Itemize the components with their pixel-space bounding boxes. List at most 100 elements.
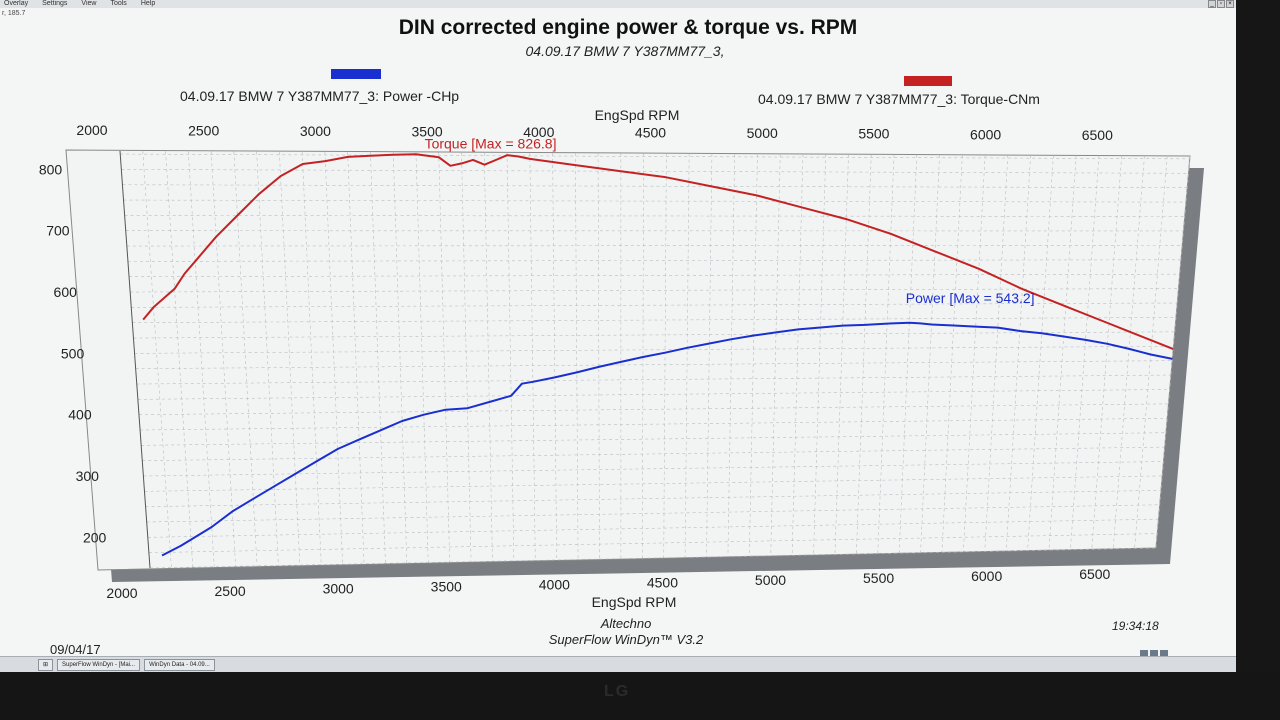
grid-line-v <box>856 154 872 554</box>
grid-line-h <box>148 533 1158 553</box>
grid-line-h <box>121 169 1189 174</box>
menu-item-settings[interactable]: Settings <box>42 0 68 7</box>
torque-line <box>142 153 1174 351</box>
y-tick-label: 700 <box>46 223 70 239</box>
x-tick-label: 2000 <box>106 585 137 601</box>
close-icon[interactable]: × <box>1226 0 1234 8</box>
torque-max-annotation: Torque [Max = 826.8] <box>425 135 557 151</box>
tray-language-icon[interactable] <box>1160 650 1168 656</box>
grid-line-v <box>1027 155 1054 551</box>
grid-line-v <box>898 154 918 554</box>
tray-volume-icon[interactable] <box>1150 650 1158 656</box>
start-button[interactable]: ⊞ <box>38 658 54 671</box>
menu-item-overlay[interactable]: Overlay <box>4 0 29 7</box>
grid-line-v <box>279 151 301 566</box>
grid-line-v <box>506 152 515 561</box>
grid-line-h <box>127 259 1182 262</box>
grid-line-v <box>1005 155 1031 551</box>
restore-icon[interactable]: ▫ <box>1217 0 1225 8</box>
taskbar-item-windyn-main[interactable]: SuperFlow WinDyn - [Mai... <box>57 658 141 671</box>
grid-line-h <box>141 432 1167 446</box>
monitor-logo: LG <box>604 683 631 700</box>
monitor-bezel-bottom <box>0 672 1280 720</box>
grid-line-h <box>129 273 1180 278</box>
grid-line-v <box>770 154 781 556</box>
grid-line-v <box>597 153 600 560</box>
legend-swatch-power <box>331 69 381 79</box>
grid-line-h <box>124 215 1185 217</box>
grid-line-h <box>145 490 1162 507</box>
grid-line-v <box>461 152 472 562</box>
x-tick-label-top: 5500 <box>858 126 889 142</box>
grid-line-h <box>120 153 1190 160</box>
x-axis-label-top: EngSpd RPM <box>595 107 680 123</box>
grid-line-v <box>347 152 365 564</box>
y-tick-label: 600 <box>54 284 78 300</box>
power-line <box>161 321 1173 557</box>
grid-line-v <box>813 154 827 555</box>
taskbar: ⊞ SuperFlow WinDyn - [Mai... WinDyn Data… <box>0 656 1240 672</box>
grid-line-v <box>301 151 322 565</box>
monitor-screen: Overlay Settings View Tools Help _ ▫ × r… <box>0 0 1240 672</box>
grid-line-v <box>438 152 450 563</box>
chart-subtitle: 04.09.17 BMW 7 Y387MM77_3, <box>526 43 725 59</box>
grid-line-v <box>415 152 429 563</box>
x-tick-label: 2500 <box>215 583 246 599</box>
x-tick-label-top: 5000 <box>747 125 778 141</box>
grid-line-v <box>392 152 408 563</box>
legend-swatch-torque <box>904 76 952 86</box>
x-tick-label: 6500 <box>1079 566 1110 582</box>
y-tick-label: 200 <box>83 529 107 545</box>
grid-line-h <box>146 504 1160 523</box>
x-tick-label: 4000 <box>539 576 570 592</box>
y-tick-label: 400 <box>68 407 92 423</box>
x-tick-label: 4500 <box>647 574 678 590</box>
x-tick-label-top: 4500 <box>635 125 666 141</box>
series-group <box>142 153 1174 557</box>
grid-line-h <box>134 345 1174 354</box>
grid-line-v <box>483 152 493 562</box>
menu-item-help[interactable]: Help <box>140 0 156 7</box>
taskbar-item-windyn-data[interactable]: WinDyn Data - 04.09... <box>144 658 215 671</box>
grid-line-v <box>552 153 557 560</box>
x-tick-label-top: 4000 <box>523 124 554 140</box>
grid-line-v <box>963 155 986 552</box>
legend-entry-torque: 04.09.17 BMW 7 Y387MM77_3: Torque-CNm <box>758 91 1040 107</box>
x-tick-label-top: 2500 <box>188 123 219 139</box>
grid-line-v <box>575 153 579 560</box>
grid-line-v <box>370 152 386 564</box>
x-axis-label: EngSpd RPM <box>592 594 677 610</box>
grid-line-v <box>877 154 895 554</box>
x-tick-label: 3500 <box>431 579 462 595</box>
grid-line-v <box>663 153 667 558</box>
grid-line-v <box>984 155 1009 552</box>
grid-line-h <box>136 374 1172 385</box>
minimize-icon[interactable]: _ <box>1208 0 1216 8</box>
system-tray <box>1140 650 1168 656</box>
coordinate-readout: r, 185.7 <box>2 10 26 17</box>
grid-line-v <box>941 154 963 553</box>
grid-line-h <box>142 446 1165 461</box>
window-controls: _ ▫ × <box>1208 0 1234 8</box>
menu-item-view[interactable]: View <box>81 0 97 7</box>
y-tick-label: 800 <box>39 161 63 177</box>
legend-entry-power: 04.09.17 BMW 7 Y387MM77_3: Power -CHp <box>180 88 459 104</box>
grid-line-h <box>126 245 1183 247</box>
x-tick-label-top: 6000 <box>970 126 1001 142</box>
y-tick-label: 300 <box>76 468 100 484</box>
grid-line-v <box>920 154 940 553</box>
x-tick-label-top: 3000 <box>300 123 331 139</box>
grid-line-v <box>727 153 735 557</box>
grid-line-v <box>791 154 804 556</box>
x-tick-label: 6000 <box>971 568 1002 584</box>
y-tick-label: 500 <box>61 345 85 361</box>
x-tick-label-top: 3500 <box>412 124 443 140</box>
menu-item-tools[interactable]: Tools <box>110 0 127 7</box>
grid-line-v <box>529 152 536 561</box>
tray-network-icon[interactable] <box>1140 650 1148 656</box>
grid-line-h <box>131 302 1178 308</box>
x-tick-label-top: 6500 <box>1082 127 1113 143</box>
grid-line-v <box>641 153 644 559</box>
power-max-annotation: Power [Max = 543.2] <box>906 290 1035 306</box>
grid-line-h <box>147 518 1159 538</box>
